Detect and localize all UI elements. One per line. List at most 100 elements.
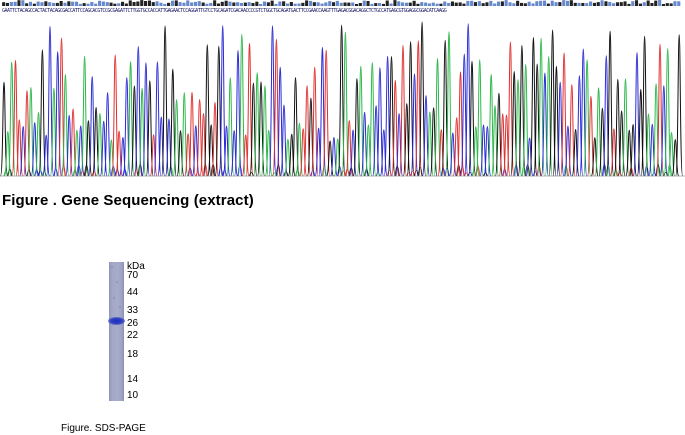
trace-peak-G [203, 44, 212, 177]
quality-cell [500, 1, 504, 6]
quality-cell [52, 2, 56, 6]
quality-cell [36, 1, 40, 6]
quality-cell [197, 1, 201, 6]
quality-cell [270, 0, 274, 6]
trace-noise [222, 169, 227, 177]
marker-label: 18 [127, 349, 139, 360]
quality-cell [147, 0, 151, 6]
trace-peak-G [161, 25, 170, 177]
quality-cell [21, 0, 25, 6]
quality-cell [40, 2, 44, 6]
trace-peak-A [433, 57, 442, 177]
quality-cell [136, 1, 140, 6]
quality-cell [274, 3, 278, 6]
trace-noise [38, 170, 43, 177]
quality-cell [2, 2, 6, 6]
quality-cell [619, 2, 623, 6]
trace-noise [41, 170, 47, 177]
trace-peak-C [379, 129, 388, 177]
quality-cell [562, 0, 566, 6]
trace-peak-A [487, 73, 496, 177]
quality-cell [393, 0, 397, 6]
quality-cell [193, 1, 197, 6]
quality-cell [443, 1, 447, 6]
trace-peak-T [610, 128, 618, 177]
quality-cell [309, 0, 313, 6]
trace-peak-C [633, 52, 641, 177]
gel-speck [116, 281, 118, 283]
quality-cell [343, 2, 347, 6]
trace-peak-A [80, 55, 89, 177]
quality-cell [228, 1, 232, 6]
trace-noise [137, 163, 143, 177]
quality-cell [477, 1, 481, 6]
quality-cell [512, 3, 516, 6]
trace-peak-G [291, 77, 300, 177]
quality-cell [347, 2, 351, 6]
trace-noise [414, 169, 419, 177]
trace-peak-T [199, 112, 208, 177]
quality-cell [677, 1, 681, 6]
quality-cell [90, 2, 94, 6]
quality-cell [458, 2, 462, 6]
quality-cell [301, 2, 305, 6]
quality-cell [71, 1, 75, 6]
trace-peak-A [264, 129, 273, 177]
quality-cell [282, 1, 286, 6]
quality-cell [385, 0, 389, 6]
quality-cell [646, 0, 650, 6]
quality-cell [224, 0, 228, 6]
trace-peak-G [571, 128, 580, 177]
quality-cell [374, 3, 378, 6]
trace-noise [168, 165, 174, 177]
quality-cell [665, 3, 669, 6]
quality-cell [213, 0, 217, 6]
quality-cell [132, 2, 136, 6]
quality-cell [650, 3, 654, 6]
marker-label: 10 [127, 390, 139, 401]
marker-label: 70 [127, 270, 139, 281]
gel-speck [119, 306, 121, 308]
trace-noise [34, 169, 39, 177]
quality-cell [86, 3, 90, 6]
quality-cell [259, 4, 263, 6]
trace-peak-G [418, 21, 427, 177]
trace-peak-T [399, 44, 407, 177]
quality-cell [389, 3, 393, 6]
quality-cell [67, 1, 71, 6]
quality-cell [216, 3, 220, 6]
trace-peak-A [621, 78, 630, 177]
trace-noise [417, 167, 423, 177]
quality-cell [201, 2, 205, 6]
quality-cell [462, 3, 466, 6]
trace-peak-C [222, 125, 231, 177]
quality-cell [504, 0, 508, 6]
quality-cell [489, 0, 493, 6]
trace-peak-G [176, 130, 185, 177]
quality-cell [600, 0, 604, 6]
quality-cell [159, 2, 163, 6]
trace-noise [440, 168, 446, 177]
trace-noise [122, 169, 128, 177]
gel-speck [111, 266, 113, 268]
quality-cell [124, 3, 128, 6]
trace-noise [7, 168, 13, 177]
quality-cell [25, 3, 29, 6]
trace-peak-T [11, 59, 20, 177]
trace-peak-C [314, 127, 323, 177]
trace-noise [61, 164, 66, 177]
quality-cell [358, 3, 362, 6]
trace-noise [53, 168, 59, 177]
marker-label: 14 [127, 374, 139, 385]
quality-cell [109, 2, 113, 6]
trace-peak-C [349, 129, 357, 177]
trace-noise [456, 164, 461, 177]
trace-peak-G [287, 133, 296, 177]
trace-noise [321, 166, 327, 177]
quality-cell [128, 0, 132, 6]
quality-cell [251, 3, 255, 6]
trace-peak-C [564, 125, 572, 177]
trace-noise [387, 169, 392, 177]
trace-peak-T [310, 66, 319, 177]
quality-cell [316, 2, 320, 6]
